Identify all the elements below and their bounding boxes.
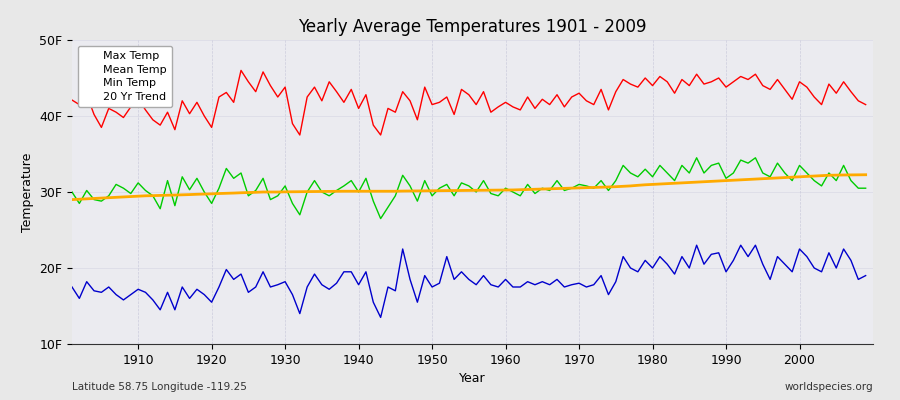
Text: worldspecies.org: worldspecies.org [785, 382, 873, 392]
Mean Temp [287, 201, 298, 206]
Min Temp [596, 273, 607, 278]
Max Temp [67, 98, 77, 102]
20 Yr Trend [500, 188, 511, 192]
Legend: Max Temp, Mean Temp, Min Temp, 20 Yr Trend: Max Temp, Mean Temp, Min Temp, 20 Yr Tre… [77, 46, 172, 107]
Min Temp [331, 281, 342, 286]
Mean Temp [375, 216, 386, 221]
Mean Temp [596, 178, 607, 183]
Mean Temp [691, 155, 702, 160]
Line: Max Temp: Max Temp [72, 70, 866, 135]
Min Temp [508, 285, 518, 290]
Mean Temp [331, 188, 342, 193]
Min Temp [860, 273, 871, 278]
Text: Latitude 58.75 Longitude -119.25: Latitude 58.75 Longitude -119.25 [72, 382, 247, 392]
Min Temp [67, 285, 77, 290]
Line: Min Temp: Min Temp [72, 245, 866, 317]
20 Yr Trend [287, 189, 298, 194]
Max Temp [860, 102, 871, 107]
Title: Yearly Average Temperatures 1901 - 2009: Yearly Average Temperatures 1901 - 2009 [298, 18, 647, 36]
Mean Temp [860, 186, 871, 190]
Mean Temp [500, 186, 511, 190]
20 Yr Trend [589, 185, 599, 190]
Max Temp [125, 104, 136, 109]
Min Temp [287, 292, 298, 297]
20 Yr Trend [493, 188, 504, 192]
20 Yr Trend [125, 194, 136, 199]
Max Temp [508, 104, 518, 109]
Mean Temp [508, 190, 518, 194]
Y-axis label: Temperature: Temperature [21, 152, 33, 232]
Min Temp [500, 277, 511, 282]
Max Temp [236, 68, 247, 73]
20 Yr Trend [67, 197, 77, 202]
Mean Temp [67, 190, 77, 194]
Max Temp [603, 108, 614, 112]
20 Yr Trend [331, 189, 342, 194]
Min Temp [125, 292, 136, 297]
Max Temp [515, 108, 526, 112]
Max Temp [294, 133, 305, 138]
Min Temp [691, 243, 702, 248]
Max Temp [346, 87, 356, 92]
Mean Temp [125, 191, 136, 196]
Line: 20 Yr Trend: 20 Yr Trend [72, 175, 866, 200]
Max Temp [302, 94, 312, 99]
X-axis label: Year: Year [459, 372, 486, 385]
20 Yr Trend [860, 172, 871, 177]
Min Temp [375, 315, 386, 320]
Line: Mean Temp: Mean Temp [72, 158, 866, 218]
